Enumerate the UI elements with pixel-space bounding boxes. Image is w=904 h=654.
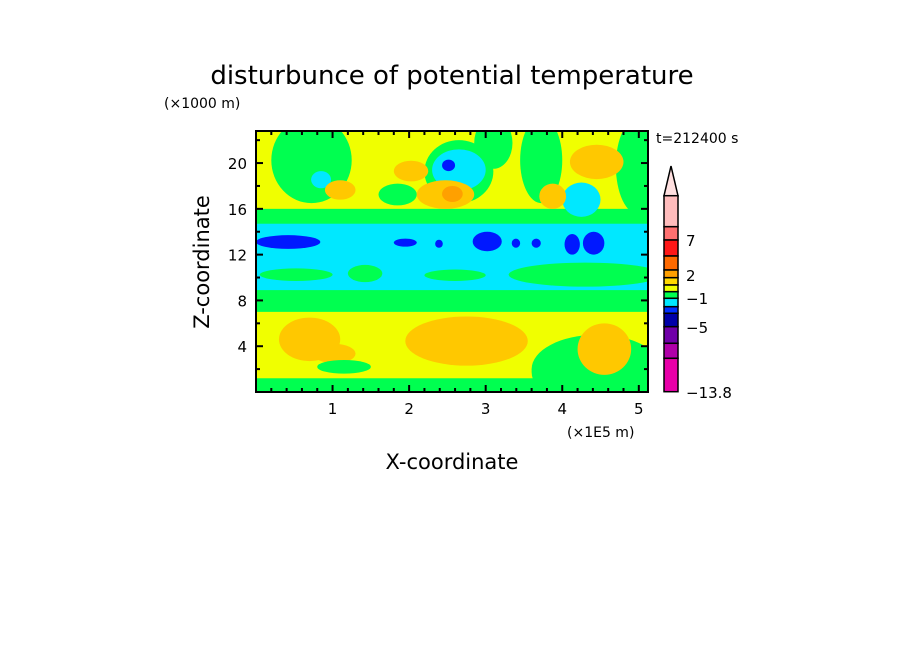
contour-region (393, 238, 417, 247)
colorbar-label: −1 (686, 290, 708, 308)
colorbar-swatch (663, 290, 679, 300)
colorbar-swatch (663, 269, 679, 279)
colorbar-label: −13.8 (686, 384, 732, 402)
time-label: t=212400 s (656, 131, 738, 147)
contour-region (442, 185, 463, 202)
contour-region (378, 183, 417, 206)
contour-region (317, 359, 371, 374)
x-tick-label: 2 (404, 400, 414, 418)
x-axis-title: X-coordinate (386, 450, 519, 474)
x-tick-label: 4 (557, 400, 567, 418)
colorbar-swatch (663, 239, 679, 257)
colorbar-label: 2 (686, 267, 696, 285)
contour-region (435, 239, 443, 248)
contour-region (442, 159, 456, 172)
contour-region (393, 160, 429, 182)
colorbar-swatch (663, 325, 679, 345)
colorbar-label: −5 (686, 319, 708, 337)
contour-region (582, 231, 605, 255)
plot-frame (255, 130, 649, 393)
contour-region (539, 183, 567, 209)
x-unit-label: (×1E5 m) (567, 425, 634, 441)
colorbar-swatch (663, 225, 679, 241)
chart-title: disturbunce of potential temperature (210, 61, 693, 91)
colorbar-swatch (663, 357, 679, 393)
contour-region (311, 171, 332, 189)
colorbar-swatch (663, 305, 679, 315)
y-tick-label: 16 (228, 201, 247, 219)
colorbar-extend-triangle (663, 165, 679, 197)
contour-region (577, 323, 632, 375)
contour-region (508, 262, 648, 287)
contour-region (615, 131, 648, 215)
colorbar-swatch (663, 312, 679, 328)
y-axis-title: Z-coordinate (190, 195, 214, 329)
contour-region (324, 180, 356, 200)
contour-region (511, 238, 521, 248)
colorbar: 7 2 −1 −5 −13.8 (663, 165, 732, 402)
x-tick-label: 3 (481, 400, 491, 418)
colorbar-swatch (663, 342, 679, 360)
y-tick-label: 8 (237, 292, 247, 310)
contour-region (347, 264, 383, 283)
contour-region (562, 182, 601, 217)
x-tick-label: 5 (634, 400, 644, 418)
contour-region (424, 269, 486, 281)
x-tick-label: 1 (328, 400, 338, 418)
contour-region (313, 343, 356, 364)
colorbar-swatch (663, 284, 679, 293)
y-tick-label: 12 (228, 247, 247, 265)
contour-region (531, 238, 541, 248)
contour-field (256, 131, 648, 392)
y-unit-label: (×1000 m) (164, 96, 240, 112)
y-tick-label: 20 (228, 155, 247, 173)
colorbar-label: 7 (686, 232, 696, 250)
contour-region (259, 268, 333, 281)
colorbar-swatch (663, 255, 679, 271)
contour-region (569, 144, 624, 180)
contour-region (405, 316, 528, 366)
contour-region (256, 235, 321, 249)
colorbar-swatch (663, 194, 679, 228)
contour-region (472, 231, 502, 252)
colorbar-swatch (663, 276, 679, 286)
contour-region (531, 351, 570, 392)
contour-region (564, 234, 580, 255)
y-tick-label: 4 (237, 338, 247, 356)
colorbar-swatch (663, 297, 679, 308)
